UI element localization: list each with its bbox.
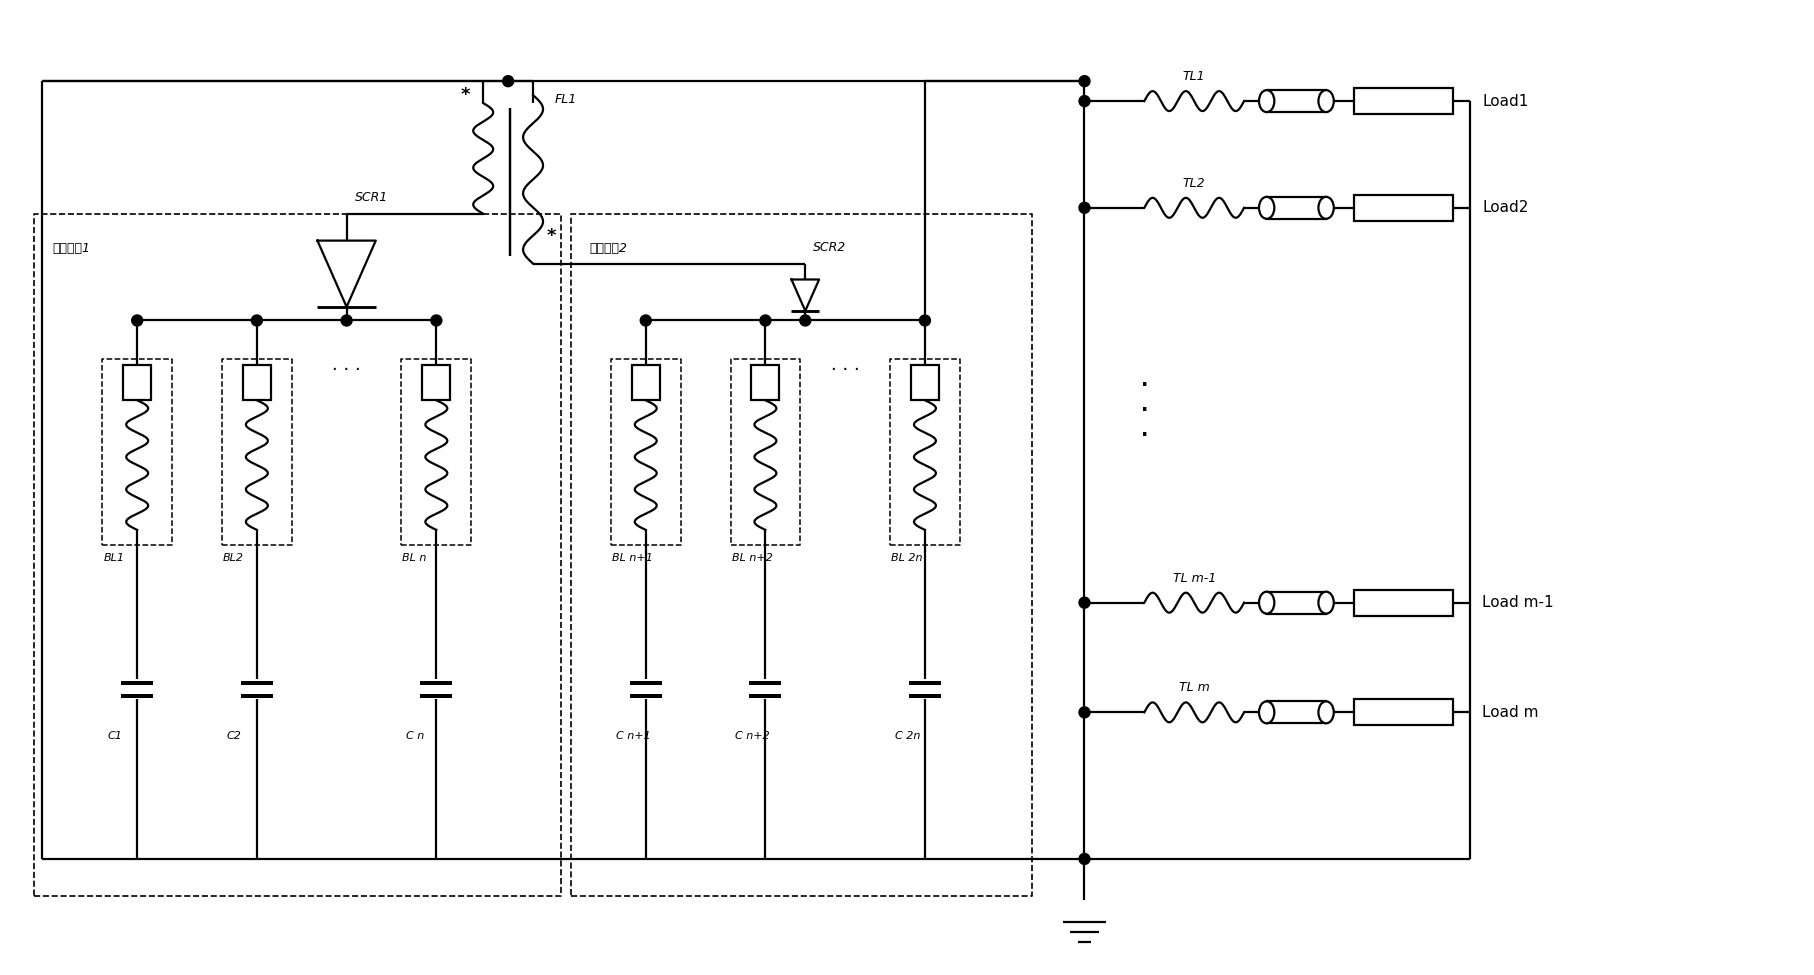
- Ellipse shape: [1259, 701, 1275, 723]
- Text: C 2n: C 2n: [894, 731, 920, 741]
- Text: TL2: TL2: [1183, 176, 1206, 190]
- Text: C n+2: C n+2: [735, 731, 771, 741]
- Circle shape: [1079, 76, 1090, 87]
- Text: *: *: [546, 227, 555, 245]
- Text: TL m: TL m: [1179, 682, 1210, 694]
- Text: Load1: Load1: [1482, 94, 1529, 108]
- Text: BL n: BL n: [403, 553, 426, 563]
- Text: C1: C1: [107, 731, 122, 741]
- Circle shape: [1079, 597, 1090, 608]
- Circle shape: [640, 315, 651, 326]
- Text: 放电支蠇2: 放电支蠇2: [590, 242, 628, 254]
- Bar: [1266, 197, 1326, 218]
- Circle shape: [341, 315, 352, 326]
- Bar: [123, 366, 151, 401]
- Bar: [1353, 88, 1453, 114]
- Text: TL1: TL1: [1183, 70, 1206, 83]
- Text: C n+1: C n+1: [615, 731, 651, 741]
- Text: SCR1: SCR1: [354, 191, 388, 204]
- Circle shape: [432, 315, 443, 326]
- Ellipse shape: [1319, 592, 1333, 613]
- Circle shape: [760, 315, 771, 326]
- Circle shape: [1079, 853, 1090, 865]
- Text: BL n+2: BL n+2: [731, 553, 773, 563]
- Text: . . .: . . .: [332, 356, 361, 374]
- Circle shape: [800, 315, 811, 326]
- Bar: [423, 366, 450, 401]
- Text: BL 2n: BL 2n: [891, 553, 923, 563]
- Text: Load m-1: Load m-1: [1482, 595, 1555, 610]
- Bar: [243, 366, 270, 401]
- Text: BL1: BL1: [103, 553, 125, 563]
- Bar: [1266, 90, 1326, 112]
- Ellipse shape: [1319, 90, 1333, 112]
- Text: Load m: Load m: [1482, 705, 1538, 720]
- Circle shape: [1079, 203, 1090, 214]
- Ellipse shape: [1259, 592, 1275, 613]
- Ellipse shape: [1319, 701, 1333, 723]
- Text: BL n+1: BL n+1: [611, 553, 653, 563]
- Circle shape: [132, 315, 143, 326]
- Circle shape: [252, 315, 263, 326]
- Circle shape: [1079, 96, 1090, 106]
- Circle shape: [1079, 707, 1090, 718]
- Text: SCR2: SCR2: [813, 241, 847, 254]
- Text: TL m-1: TL m-1: [1172, 571, 1215, 585]
- Ellipse shape: [1259, 90, 1275, 112]
- Circle shape: [502, 76, 513, 87]
- Text: C n: C n: [406, 731, 424, 741]
- Bar: [1266, 592, 1326, 613]
- Text: 放电支蠇1: 放电支蠇1: [53, 242, 91, 254]
- Ellipse shape: [1259, 197, 1275, 218]
- Circle shape: [920, 315, 931, 326]
- Text: .: .: [1141, 420, 1148, 440]
- Text: .: .: [1141, 396, 1148, 414]
- Text: .: .: [1141, 370, 1148, 390]
- Bar: [1353, 590, 1453, 615]
- Bar: [1353, 699, 1453, 725]
- Bar: [751, 366, 780, 401]
- Text: C2: C2: [227, 731, 241, 741]
- Text: BL2: BL2: [223, 553, 243, 563]
- Bar: [631, 366, 660, 401]
- Bar: [1266, 701, 1326, 723]
- Text: . . .: . . .: [831, 356, 860, 374]
- Text: Load2: Load2: [1482, 200, 1529, 215]
- Bar: [911, 366, 940, 401]
- Bar: [1353, 195, 1453, 220]
- Text: FL1: FL1: [555, 94, 577, 106]
- Ellipse shape: [1319, 197, 1333, 218]
- Text: *: *: [461, 86, 470, 104]
